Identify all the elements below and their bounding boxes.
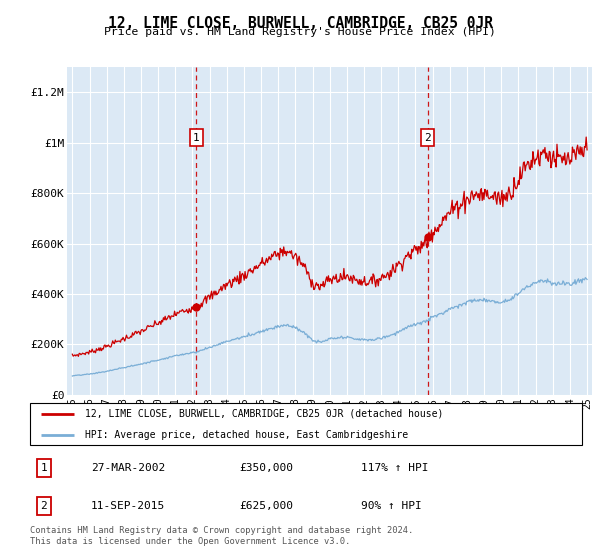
Text: 90% ↑ HPI: 90% ↑ HPI	[361, 501, 422, 511]
Text: 117% ↑ HPI: 117% ↑ HPI	[361, 463, 428, 473]
Text: 11-SEP-2015: 11-SEP-2015	[91, 501, 165, 511]
Text: HPI: Average price, detached house, East Cambridgeshire: HPI: Average price, detached house, East…	[85, 430, 409, 440]
Text: Price paid vs. HM Land Registry's House Price Index (HPI): Price paid vs. HM Land Registry's House …	[104, 27, 496, 37]
Text: 12, LIME CLOSE, BURWELL, CAMBRIDGE, CB25 0JR: 12, LIME CLOSE, BURWELL, CAMBRIDGE, CB25…	[107, 16, 493, 31]
Text: 1: 1	[40, 463, 47, 473]
Text: Contains HM Land Registry data © Crown copyright and database right 2024.
This d: Contains HM Land Registry data © Crown c…	[30, 526, 413, 546]
Text: 12, LIME CLOSE, BURWELL, CAMBRIDGE, CB25 0JR (detached house): 12, LIME CLOSE, BURWELL, CAMBRIDGE, CB25…	[85, 409, 443, 419]
Text: 2: 2	[424, 133, 431, 143]
FancyBboxPatch shape	[30, 403, 582, 445]
Text: 2: 2	[40, 501, 47, 511]
Text: 1: 1	[193, 133, 200, 143]
Text: £350,000: £350,000	[240, 463, 294, 473]
Text: 27-MAR-2002: 27-MAR-2002	[91, 463, 165, 473]
Text: £625,000: £625,000	[240, 501, 294, 511]
